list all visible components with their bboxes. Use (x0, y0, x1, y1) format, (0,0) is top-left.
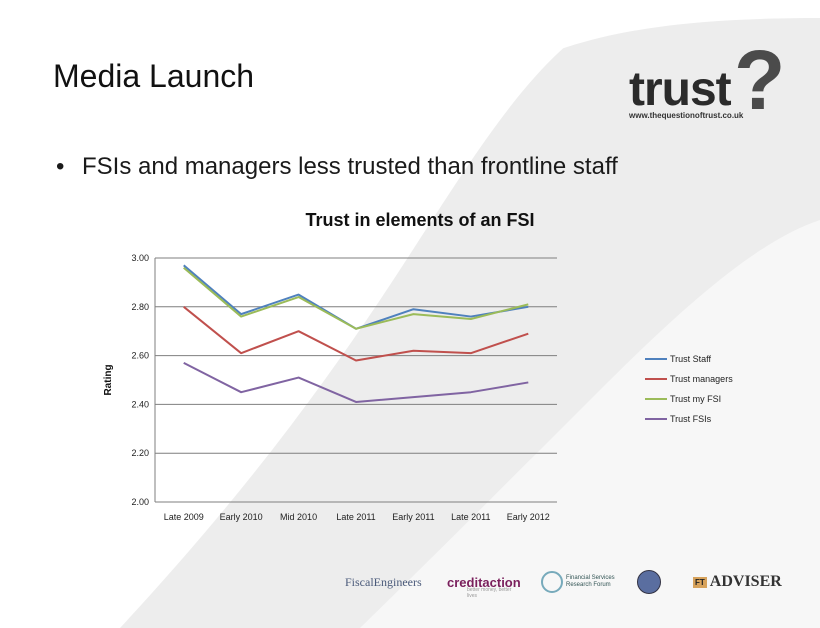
y-tick-label: 2.60 (131, 351, 149, 361)
y-tick-label: 2.20 (131, 448, 149, 458)
trust-logo-url: www.thequestionoftrust.co.uk (629, 111, 744, 120)
x-tick-label: Late 2011 (451, 512, 490, 522)
x-tick-label: Mid 2010 (280, 512, 317, 522)
question-mark-icon: ? (734, 33, 786, 127)
fsrf-logo: Financial Services Research Forum (541, 570, 615, 594)
fiscal-engineers-logo: FiscalEngineers (345, 570, 422, 594)
x-tick-label: Late 2011 (336, 512, 375, 522)
legend-label: Trust managers (670, 374, 733, 384)
trust-logo: ? trust www.thequestionoftrust.co.uk (626, 33, 786, 127)
fsrf-circle-icon (541, 571, 563, 593)
x-tick-label: Early 2012 (507, 512, 550, 522)
partner-logos: FiscalEngineers creditaction better mone… (0, 570, 820, 600)
creditaction-text: creditaction (447, 574, 521, 590)
creditaction-tagline: better money, better lives (467, 587, 512, 599)
series-line-trust-fsis (183, 362, 529, 403)
legend-label: Trust my FSI (670, 394, 721, 404)
x-tick-label: Early 2011 (392, 512, 434, 522)
trust-logo-word: trust (629, 63, 732, 116)
ft-badge: FT (693, 576, 707, 588)
x-tick-label: Late 2009 (164, 512, 204, 522)
legend-label: Trust FSIs (670, 414, 712, 424)
bullet-text: FSIs and managers less trusted than fron… (82, 153, 618, 180)
creditaction-logo: creditaction better money, better lives (447, 570, 521, 600)
series-line-trust-my-fsi (183, 266, 529, 330)
adviser-text: ADVISER (709, 573, 782, 590)
y-axis-label: Rating (103, 364, 114, 395)
x-tick-label: Early 2010 (220, 512, 263, 522)
ifp-logo (637, 570, 661, 594)
bullet-point: • FSIs and managers less trusted than fro… (56, 153, 618, 181)
y-tick-label: 2.00 (131, 497, 149, 507)
fsrf-line2: Research Forum (566, 582, 611, 588)
bullet-dot-icon: • (56, 153, 65, 180)
y-tick-label: 2.40 (131, 399, 149, 409)
chart-title: Trust in elements of an FSI (305, 210, 535, 230)
ifp-seal-icon (637, 570, 661, 594)
y-tick-label: 2.80 (131, 302, 149, 312)
legend-label: Trust Staff (670, 354, 712, 364)
series-line-trust-staff (183, 264, 529, 330)
fsrf-line1: Financial Services (566, 575, 615, 581)
ft-adviser-logo: FT ADVISER (693, 570, 782, 594)
fiscal-engineers-text: FiscalEngineers (345, 574, 422, 589)
slide-title: Media Launch (53, 58, 255, 94)
y-tick-label: 3.00 (131, 253, 149, 263)
